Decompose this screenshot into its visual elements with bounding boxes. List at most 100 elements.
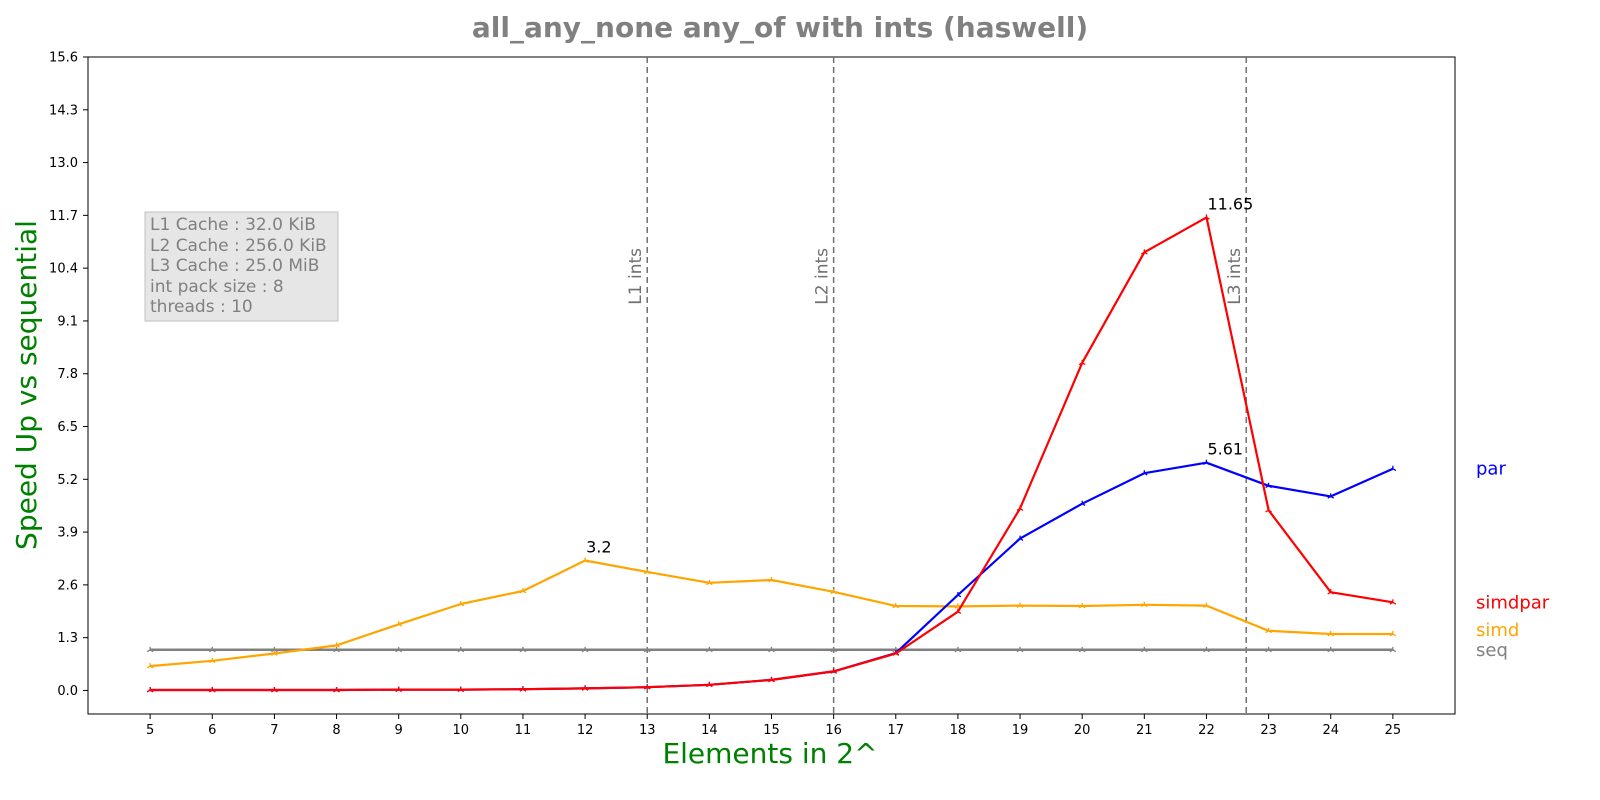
x-tick-label: 10 [453,723,470,738]
info-line-l3: L3 Cache : 25.0 MiB [150,256,319,276]
cache-vline-label: L3 ints [1225,248,1245,305]
data-point-seq [395,646,403,653]
data-point-seq [581,646,589,653]
data-point-simdpar [1265,507,1272,513]
peak-label-simd: 3.2 [586,538,611,557]
x-tick-label: 18 [950,723,967,738]
data-point-simdpar [333,687,340,693]
data-point-simdpar [271,687,278,693]
data-point-seq [830,646,837,653]
data-point-simdpar [706,681,713,688]
data-point-simdpar [768,676,775,683]
data-point-seq [1265,646,1272,653]
data-point-simdpar [1389,599,1397,605]
x-tick-label: 7 [270,723,278,738]
y-tick-label: 9.1 [57,314,78,329]
cache-vline-label: L1 ints [626,248,646,305]
data-point-simdpar [954,608,962,615]
data-point-seq [333,646,340,653]
data-point-par [1016,535,1024,541]
x-tick-label: 5 [146,723,154,738]
y-tick-label: 11.7 [49,209,78,224]
data-point-simdpar [892,650,900,656]
info-line-pack-size: int pack size : 8 [150,277,284,297]
info-line-l2: L2 Cache : 256.0 KiB [150,236,327,256]
x-tick-label: 13 [639,723,656,738]
data-point-simd [208,657,216,664]
data-point-simd [333,642,340,648]
series-group [146,214,1397,693]
data-point-par [1140,470,1148,476]
data-point-simdpar [581,685,589,691]
data-point-simd [581,557,589,563]
data-point-seq [208,646,216,653]
data-point-par [1265,482,1272,489]
x-tick-label: 20 [1074,723,1091,738]
x-tick-label: 23 [1260,723,1277,738]
x-axis: 5 6 7 8 9 10 11 12 13 14 15 16 17 18 19 20 21 22 23 24 25 [146,714,1401,738]
peak-labels: 3.2 5.61 11.65 [586,194,1253,556]
data-point-simd [519,587,527,594]
y-tick-label: 15.6 [49,51,78,66]
data-point-seq [271,646,278,653]
legend-entry-par: par [1476,459,1506,480]
y-tick-label: 1.3 [57,631,78,646]
data-point-simdpar [1203,214,1210,220]
data-point-simdpar [1078,359,1086,366]
data-point-seq [1078,646,1086,653]
data-point-simd [457,600,465,607]
data-point-seq [954,646,962,653]
data-point-simd [1327,631,1335,637]
data-point-simd [1389,631,1397,637]
x-tick-label: 22 [1198,723,1215,738]
data-point-seq [1203,646,1210,653]
data-point-simdpar [146,687,154,693]
data-point-seq [1327,646,1335,653]
info-line-l1: L1 Cache : 32.0 KiB [150,215,316,235]
y-tick-label: 13.0 [49,156,78,171]
data-point-par [1078,500,1086,507]
data-point-simd [830,588,837,595]
x-tick-label: 25 [1385,723,1402,738]
data-point-simd [1078,602,1086,609]
y-tick-label: 10.4 [49,262,78,277]
x-tick-label: 6 [208,723,216,738]
y-tick-label: 14.3 [49,103,78,118]
x-tick-label: 9 [395,723,403,738]
legend-entry-simd: simd [1476,620,1519,641]
data-point-simd [271,650,278,656]
cache-size-lines: L1 ints L2 ints L3 ints [626,57,1247,714]
y-tick-label: 7.8 [57,367,78,382]
data-point-seq [519,646,527,653]
data-point-simdpar [643,684,651,690]
data-point-par [1389,465,1397,472]
x-tick-label: 14 [701,723,718,738]
y-axis-label: Speed Up vs sequential [10,220,43,550]
data-point-simd [395,621,403,627]
x-tick-label: 16 [825,723,842,738]
legend-entry-seq: seq [1476,640,1508,661]
data-point-seq [706,646,713,653]
data-point-simdpar [1327,589,1335,595]
chart-title: all_any_none any_of with ints (haswell) [472,11,1088,44]
info-box-background [144,211,339,322]
data-point-simdpar [208,687,216,693]
y-tick-label: 5.2 [57,473,78,488]
y-tick-label: 3.9 [57,526,78,541]
data-point-simdpar [457,686,465,692]
info-box: L1 Cache : 32.0 KiB L2 Cache : 256.0 KiB… [144,211,339,322]
x-tick-label: 21 [1136,723,1153,738]
plot-area-frame [87,56,1456,715]
data-point-simd [1265,627,1272,634]
x-tick-label: 12 [577,723,594,738]
peak-label-simdpar: 11.65 [1207,194,1253,213]
data-point-seq [146,646,154,653]
data-point-simd [146,663,154,669]
data-point-simd [1140,601,1148,608]
data-point-simdpar [830,668,837,674]
info-line-threads: threads : 10 [150,297,253,317]
data-point-par [1327,493,1335,499]
y-tick-label: 0.0 [57,684,78,699]
